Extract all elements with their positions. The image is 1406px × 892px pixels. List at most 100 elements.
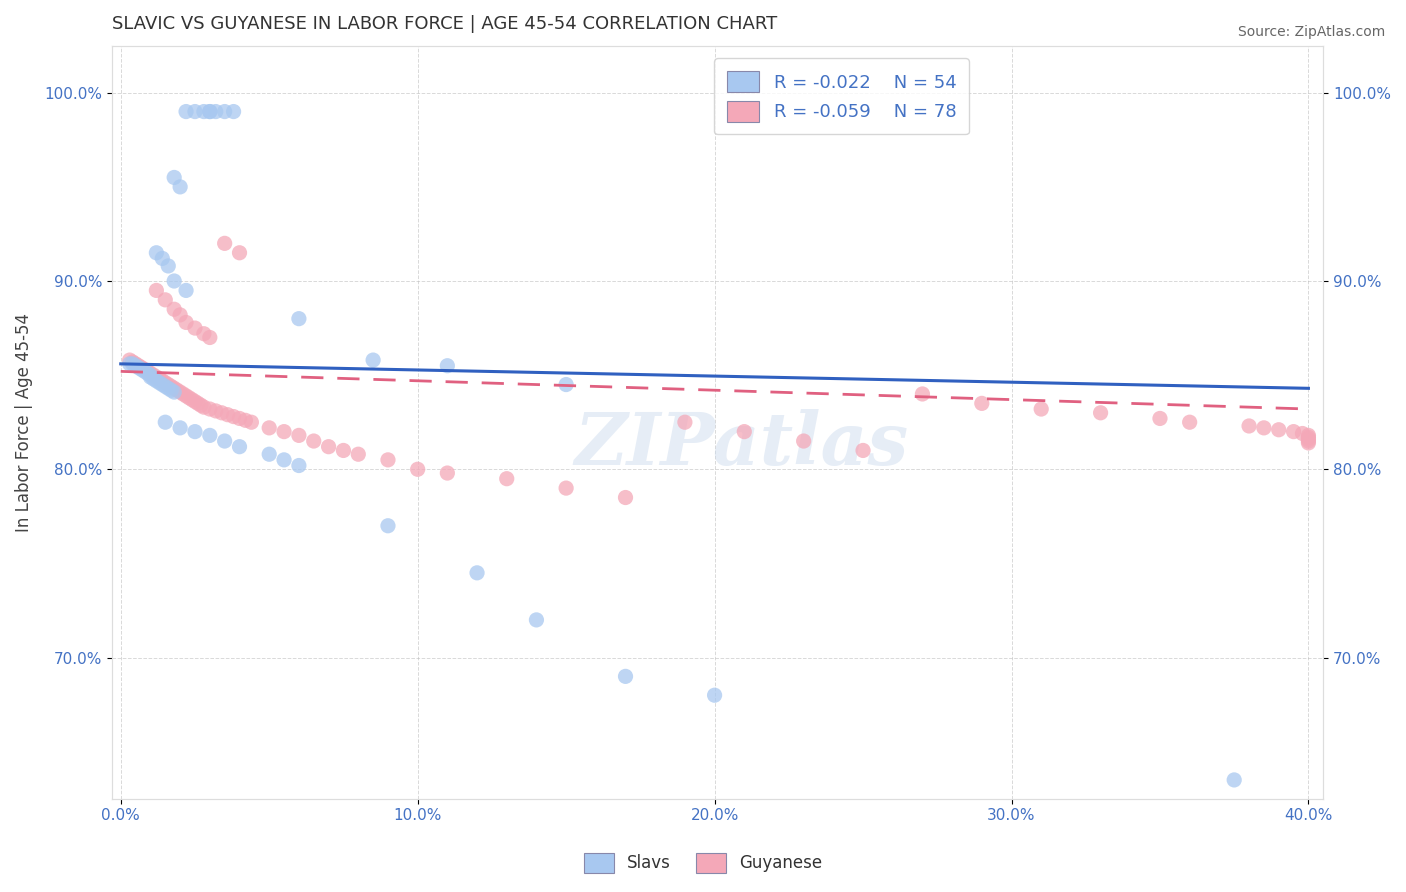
Point <box>1298 434 1320 448</box>
Point <box>131 360 153 375</box>
Point <box>222 104 245 119</box>
Point <box>204 104 226 119</box>
Point <box>184 321 207 335</box>
Point <box>157 377 180 392</box>
Point <box>1298 432 1320 446</box>
Point <box>148 376 170 390</box>
Point <box>1223 772 1246 787</box>
Point <box>240 415 263 429</box>
Point <box>150 252 173 266</box>
Point <box>793 434 815 448</box>
Point <box>703 688 725 702</box>
Point <box>214 236 236 251</box>
Point <box>174 315 197 329</box>
Point <box>614 491 637 505</box>
Point <box>163 302 186 317</box>
Point <box>181 392 204 407</box>
Point <box>169 308 191 322</box>
Point <box>436 359 458 373</box>
Point <box>163 274 186 288</box>
Point <box>406 462 429 476</box>
Point <box>302 434 325 448</box>
Point <box>169 421 191 435</box>
Point <box>157 259 180 273</box>
Text: Source: ZipAtlas.com: Source: ZipAtlas.com <box>1237 25 1385 39</box>
Point <box>187 396 209 410</box>
Point <box>377 518 399 533</box>
Point <box>614 669 637 683</box>
Point <box>121 357 143 371</box>
Point <box>852 443 875 458</box>
Point <box>204 404 226 418</box>
Point <box>193 104 215 119</box>
Point <box>145 374 167 388</box>
Point <box>190 398 212 412</box>
Point <box>163 381 186 395</box>
Point <box>288 428 311 442</box>
Point <box>257 421 280 435</box>
Point <box>495 472 517 486</box>
Point <box>214 434 236 448</box>
Point <box>155 415 177 429</box>
Point <box>155 379 177 393</box>
Point <box>157 381 180 395</box>
Point <box>136 364 159 378</box>
Point <box>184 394 207 409</box>
Point <box>214 104 236 119</box>
Point <box>198 402 221 417</box>
Point <box>1253 421 1275 435</box>
Point <box>1090 406 1112 420</box>
Point <box>145 370 167 384</box>
Point <box>134 364 156 378</box>
Legend: Slavs, Guyanese: Slavs, Guyanese <box>576 847 830 880</box>
Point <box>163 170 186 185</box>
Point <box>198 104 221 119</box>
Point <box>124 359 146 373</box>
Point <box>318 440 340 454</box>
Point <box>155 376 177 390</box>
Point <box>1178 415 1201 429</box>
Point <box>160 379 183 393</box>
Point <box>160 383 183 397</box>
Point <box>211 406 233 420</box>
Point <box>139 368 162 383</box>
Point <box>124 357 146 371</box>
Legend: R = -0.022    N = 54, R = -0.059    N = 78: R = -0.022 N = 54, R = -0.059 N = 78 <box>714 59 969 135</box>
Point <box>465 566 488 580</box>
Point <box>1031 402 1053 417</box>
Point <box>169 179 191 194</box>
Point <box>377 453 399 467</box>
Point <box>169 385 191 400</box>
Point <box>134 362 156 376</box>
Point <box>1149 411 1171 425</box>
Point <box>139 366 162 380</box>
Point <box>526 613 548 627</box>
Point <box>118 357 141 371</box>
Point <box>235 413 257 427</box>
Point <box>555 377 578 392</box>
Point <box>150 374 173 388</box>
Point <box>163 385 186 400</box>
Point <box>193 326 215 341</box>
Point <box>1298 436 1320 450</box>
Point <box>142 372 165 386</box>
Point <box>733 425 755 439</box>
Point <box>131 362 153 376</box>
Point <box>118 353 141 368</box>
Point <box>184 104 207 119</box>
Point <box>217 408 239 422</box>
Y-axis label: In Labor Force | Age 45-54: In Labor Force | Age 45-54 <box>15 313 32 532</box>
Point <box>148 372 170 386</box>
Point <box>257 447 280 461</box>
Point <box>174 284 197 298</box>
Point <box>332 443 354 458</box>
Point <box>139 370 162 384</box>
Point <box>1298 430 1320 444</box>
Point <box>142 368 165 383</box>
Point <box>273 425 295 439</box>
Point <box>911 387 934 401</box>
Point <box>166 383 188 397</box>
Point <box>136 366 159 380</box>
Point <box>1291 426 1313 441</box>
Point <box>174 389 197 403</box>
